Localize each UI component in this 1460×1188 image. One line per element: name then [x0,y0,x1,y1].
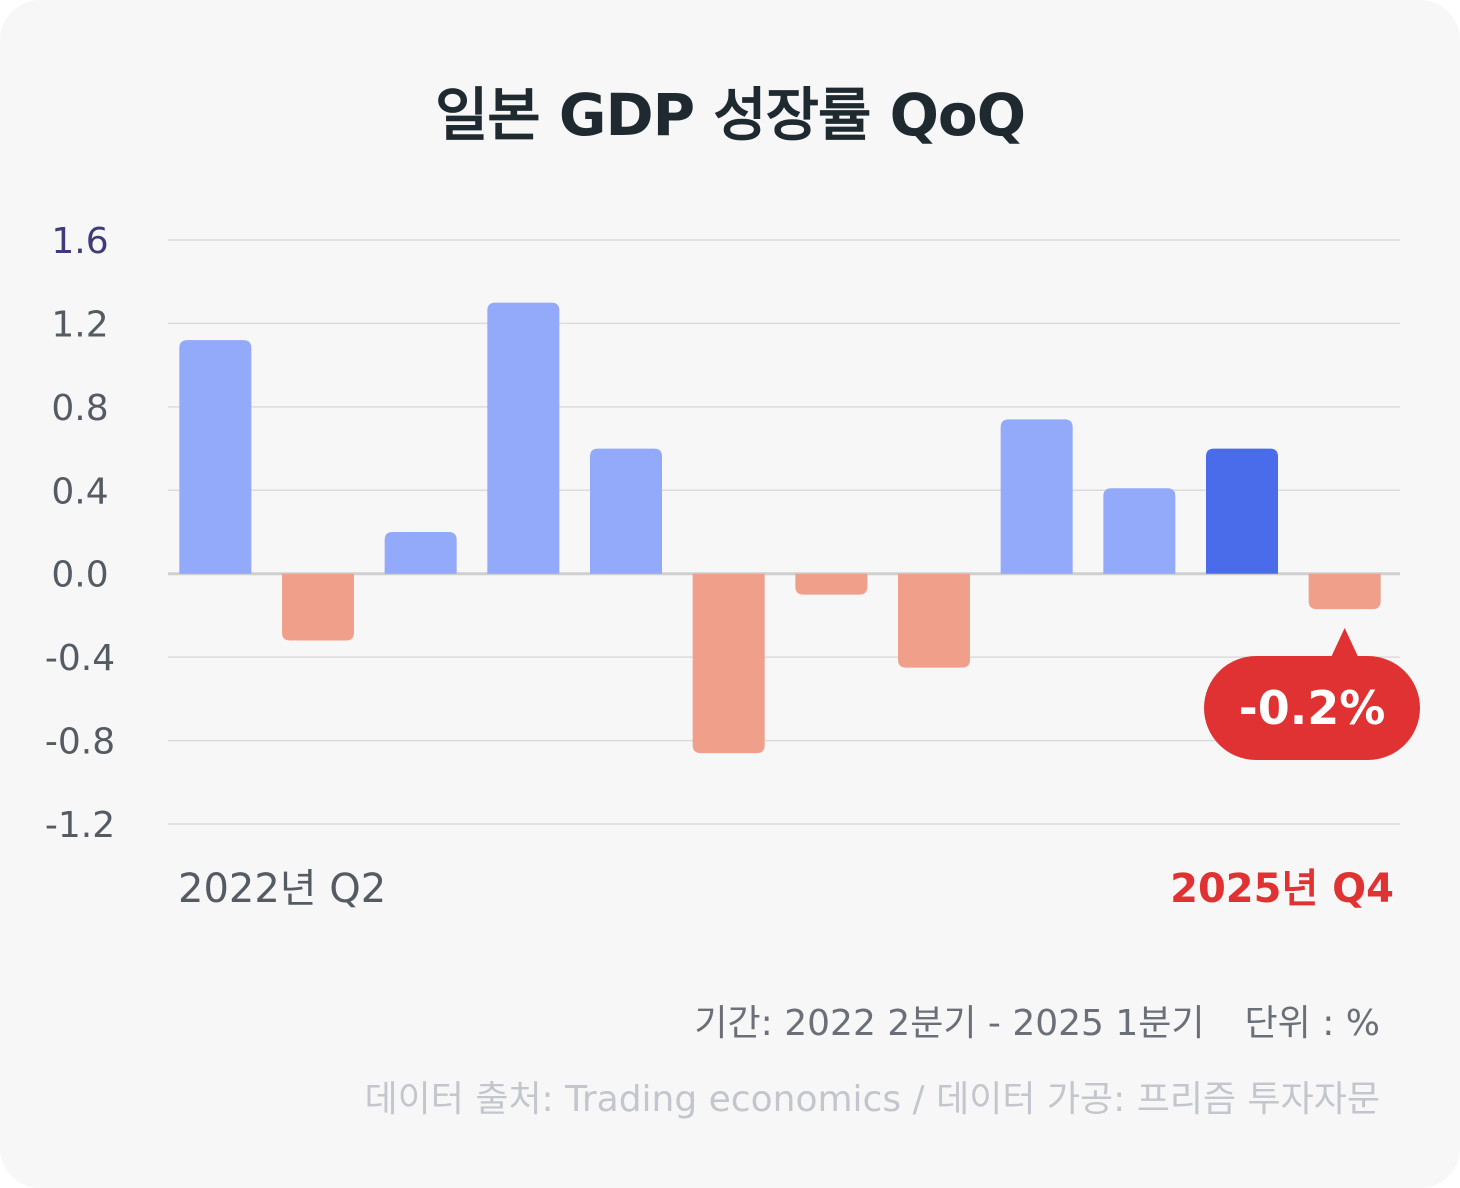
value-callout: -0.2% [1204,628,1420,760]
bar-2025-q4 [1308,573,1381,610]
y-tick-label: -0.4 [45,638,115,679]
bar-2023-q3 [692,573,765,754]
y-tick-label: 0.0 [51,555,108,596]
bar-2024-q1 [898,573,970,668]
bar-2023-q4 [795,573,868,595]
bar-2024-q3 [1103,488,1176,574]
callout-bubble [1204,656,1420,760]
bar-2022-q2 [179,340,252,574]
bar-2022-q4 [384,532,457,574]
y-tick-label: 0.8 [51,388,108,429]
callout-pointer [1330,628,1359,658]
bar-2023-q1 [487,302,560,574]
callout-text: -0.2% [1239,681,1386,735]
unit-label: 단위 : % [1244,1003,1380,1044]
source-label: 데이터 출처: Trading economics / 데이터 가공: 프리즘 … [364,1079,1380,1120]
chart-title: 일본 GDP 성장률 QoQ [434,81,1026,149]
period-label: 기간: 2022 2분기 - 2025 1분기 [694,1003,1205,1044]
bar-2022-q3 [282,573,354,641]
bar-2024-q2 [1000,419,1073,574]
y-tick-label: 0.4 [51,471,108,512]
x-label-end: 2025년 Q4 [1170,866,1394,912]
chart-meta: 기간: 2022 2분기 - 2025 1분기 단위 : % [694,994,1380,1046]
y-tick-label: -1.2 [45,805,115,846]
y-tick-label: -0.8 [45,722,115,763]
y-tick-label: 1.6 [51,221,108,262]
bar-2024-q4 [1206,448,1278,574]
y-tick-label: 1.2 [51,304,108,345]
x-label-start: 2022년 Q2 [178,866,386,912]
bar-2023-q2 [590,448,662,574]
